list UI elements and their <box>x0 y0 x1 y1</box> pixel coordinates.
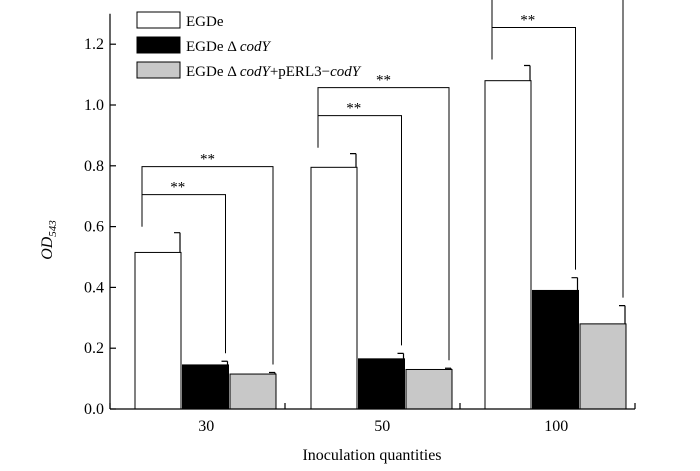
legend-item-complemented: EGDe Δ codY+pERL3−codY <box>136 61 362 80</box>
significance-layer: ************ <box>141 0 624 365</box>
bar-30-series-1 <box>134 251 182 410</box>
bar-50-series-1 <box>310 166 358 410</box>
y-axis-title: OD543 <box>39 220 59 260</box>
bar-50-series-3 <box>405 368 453 410</box>
error-bar-100-series-1 <box>524 64 531 81</box>
error-bar-30-series-3 <box>269 371 276 375</box>
significance-label: ** <box>200 152 215 168</box>
error-bar-100-series-3 <box>619 305 626 324</box>
legend: EGDe EGDe Δ codY EGDe Δ codY+pERL3−codY <box>136 11 362 80</box>
y-tick-label: 0.2 <box>84 340 104 357</box>
significance-label: ** <box>520 12 535 28</box>
bars-layer <box>134 80 627 410</box>
significance-bracket <box>141 166 274 365</box>
significance-label: ** <box>346 101 361 117</box>
y-tick-label: 1.2 <box>84 36 104 53</box>
legend-swatch-complemented <box>136 61 181 79</box>
x-tick-label: 50 <box>374 418 390 435</box>
bar-30-series-2 <box>182 364 229 410</box>
y-tick-label: 0.6 <box>84 219 104 236</box>
x-tick-label: 30 <box>198 418 214 435</box>
error-bar-30-series-1 <box>174 232 181 253</box>
bar-100-series-1 <box>484 80 532 410</box>
error-bar-50-series-2 <box>397 352 405 359</box>
significance-bracket <box>317 87 450 361</box>
x-ticks: 30 50 100 <box>109 403 636 435</box>
significance-label: ** <box>170 180 185 196</box>
y-tick-label: 1.0 <box>84 97 104 114</box>
legend-item-egde-delta-cody: EGDe Δ codY <box>136 36 271 55</box>
bar-50-series-2 <box>358 358 405 410</box>
y-axis-title-subscript: 543 <box>47 220 59 237</box>
legend-swatch-egde-delta-cody <box>136 36 181 54</box>
legend-label-egde-delta-cody: EGDe Δ codY <box>186 39 271 55</box>
axes-layer <box>109 13 635 410</box>
x-axis-title: Inoculation quantities <box>302 447 441 464</box>
bar-100-series-2 <box>532 289 579 410</box>
legend-label-complemented: EGDe Δ codY+pERL3−codY <box>186 64 362 80</box>
significance-label: ** <box>376 73 391 89</box>
error-bar-30-series-2 <box>221 360 229 365</box>
significance-bracket <box>491 0 624 298</box>
error-bars-layer <box>174 64 626 375</box>
y-axis-title-main: OD <box>39 236 56 260</box>
x-tick-label: 100 <box>544 418 568 435</box>
y-tick-label: 0.8 <box>84 158 104 175</box>
bar-30-series-3 <box>229 373 277 410</box>
error-bar-50-series-1 <box>350 153 357 168</box>
bar-100-series-3 <box>579 323 627 410</box>
legend-swatch-egde <box>136 11 181 29</box>
legend-item-egde: EGDe <box>136 11 224 30</box>
error-bar-50-series-3 <box>445 367 452 370</box>
error-bar-100-series-2 <box>571 277 579 291</box>
y-ticks: 0.0 0.2 0.4 0.6 0.8 1.0 1.2 <box>84 36 116 418</box>
y-tick-label: 0.4 <box>84 279 104 296</box>
legend-label-egde: EGDe <box>186 14 224 30</box>
y-tick-label: 0.0 <box>84 401 104 418</box>
